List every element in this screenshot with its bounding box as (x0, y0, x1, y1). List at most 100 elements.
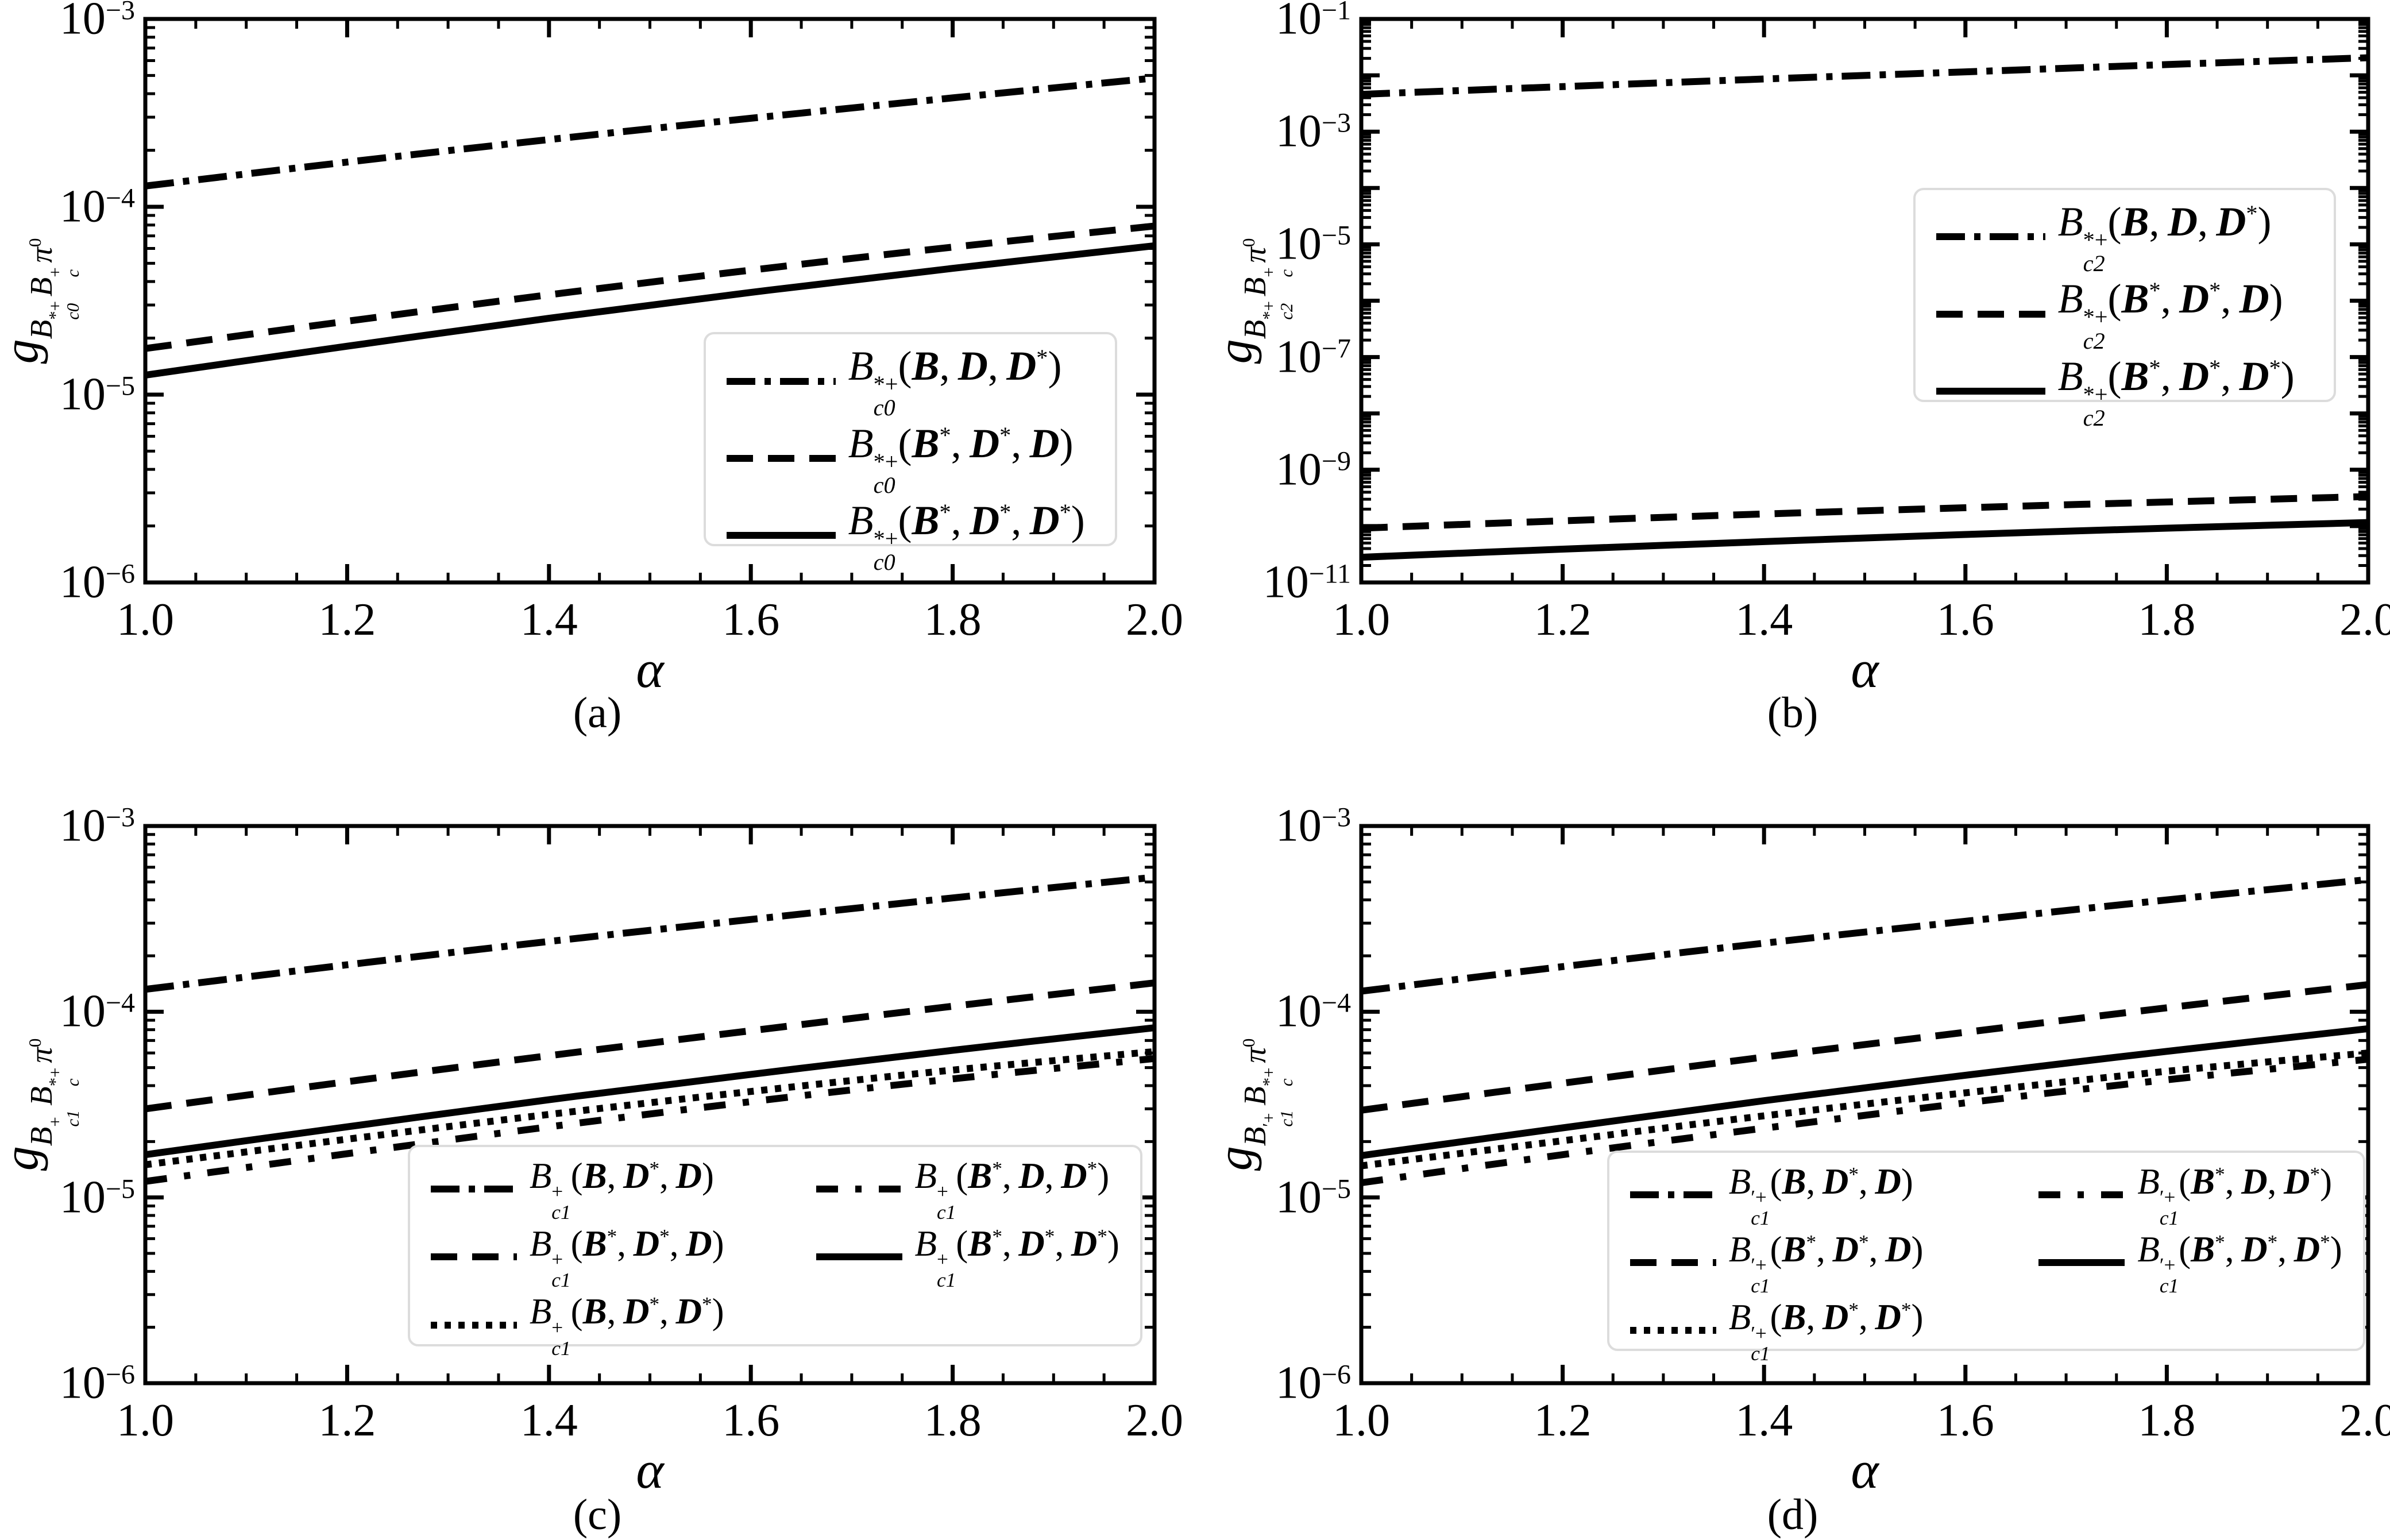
curve-c-0 (145, 874, 1155, 993)
legend-b: B *+ c2 (B, D, D*) B *+ c2 (B*, D*, D) B *+ c2 (B*, D*, D… (1913, 188, 2336, 430)
legend-label-a-2: B *+ c0 (B*, D*, D*) (848, 497, 1085, 575)
y-tick-label-b-1e-7: 10−7 (1275, 331, 1351, 383)
legend-line-sample-dashed (430, 1253, 517, 1261)
curve-d-0 (1361, 876, 2368, 995)
legend-line-sample-solid (1936, 387, 2045, 395)
legend-line-sample-loosely-dashdot (816, 1185, 902, 1192)
legend-line-sample-dashdot (1630, 1191, 1716, 1198)
legend-line-sample-dotted (430, 1321, 517, 1329)
legend-label-d-3: B ′+ c1 (B*, D, D*) (2137, 1161, 2333, 1229)
spines-c (143, 824, 1157, 1385)
legend-label-b-1: B *+ c2 (B*, D*, D) (2057, 276, 2283, 354)
legend-line-sample-dashdot (430, 1185, 517, 1192)
y-tick-label-c-1e-4: 10−4 (59, 986, 135, 1037)
x-tick-label-a-1.0: 1.0 (117, 595, 174, 645)
y-tick-label-c-1e-5: 10−5 (59, 1172, 135, 1223)
legend-label-c-1: B + c1 (B*, D*, D) (529, 1223, 724, 1292)
caption-c: (c) (573, 1491, 622, 1539)
caption-d: (d) (1767, 1491, 1818, 1539)
legend-line-sample-dashed (1630, 1259, 1716, 1266)
x-tick-label-c-1.2: 1.2 (318, 1395, 376, 1446)
legend-line-sample-solid (2038, 1259, 2125, 1266)
xlabel-b: α (1851, 640, 1879, 698)
legend-label-b-2: B *+ c2 (B*, D*, D*) (2057, 353, 2295, 431)
axes-b (1359, 17, 2370, 585)
x-tick-label-b-1.4: 1.4 (1735, 595, 1793, 645)
x-tick-label-a-1.2: 1.2 (318, 595, 376, 645)
curve-d-1 (1361, 981, 2368, 1114)
legend-label-d-2: B ′+ c1 (B, D*, D*) (1728, 1297, 1924, 1365)
legend-label-c-2: B + c1 (B, D*, D*) (529, 1291, 724, 1360)
curve-d-2 (1361, 1049, 2368, 1170)
xlabel-d: α (1851, 1441, 1879, 1499)
legend-entry-b-0: B *+ c2 (B, D, D*) (1936, 198, 2295, 275)
spines-d (1359, 824, 2370, 1385)
caption-b: (b) (1767, 689, 1818, 737)
curve-d-4 (1361, 1025, 2368, 1159)
legend-label-c-0: B + c1 (B, D*, D) (529, 1155, 714, 1224)
legend-entry-c-3: B + c1 (B*, D, D*) (816, 1155, 1119, 1223)
y-tick-label-d-1e-5: 10−5 (1275, 1172, 1351, 1223)
legend-entry-a-2: B *+ c0 (B*, D*, D*) (726, 497, 1085, 575)
y-tick-label-b-1e-3: 10−3 (1275, 106, 1351, 157)
x-tick-label-b-1.6: 1.6 (1936, 595, 1994, 645)
legend-entry-d-4: B ′+ c1 (B*, D*, D*) (2038, 1229, 2342, 1296)
y-tick-label-b-1e-5: 10−5 (1275, 218, 1351, 269)
y-axis-label-b: gB *+ c2 B + c π0 (1207, 238, 1297, 364)
legend-d: B ′+ c1 (B, D*, D) B ′+ c1 (B*, D*, D) B ′+ c1 (B, D*, D*… (1607, 1150, 2365, 1364)
curve-b-1 (1361, 493, 2368, 532)
legend-entry-c-0: B + c1 (B, D*, D) (430, 1155, 724, 1224)
legend-label-c-4: B + c1 (B*, D*, D*) (914, 1223, 1119, 1292)
x-tick-label-c-1.4: 1.4 (520, 1395, 578, 1446)
legend-line-sample-loosely-dashdot (2038, 1191, 2125, 1198)
y-tick-label-d-1e-3: 10−3 (1275, 800, 1351, 851)
y-tick-label-b-1e-11: 10−11 (1262, 557, 1351, 608)
x-tick-label-d-1.6: 1.6 (1936, 1395, 1994, 1446)
curve-b-0 (1361, 54, 2368, 98)
legend-a: B *+ c0 (B, D, D*) B *+ c0 (B*, D*, D) B *+ c0 (B*, D*, D… (703, 332, 1117, 574)
x-tick-label-a-1.6: 1.6 (722, 595, 780, 645)
legend-entry-a-0: B *+ c0 (B, D, D*) (726, 342, 1085, 420)
legend-label-d-1: B ′+ c1 (B*, D*, D) (1728, 1229, 1924, 1298)
curve-a-0 (145, 74, 1155, 190)
x-tick-label-d-2.0: 2.0 (2339, 1395, 2390, 1446)
legend-entry-d-2: B ′+ c1 (B, D*, D*) (1630, 1296, 1924, 1365)
legend-entry-c-4: B + c1 (B*, D*, D*) (816, 1223, 1119, 1291)
axes-d (1359, 824, 2370, 1385)
legend-line-sample-dotted (1630, 1327, 1716, 1334)
y-tick-label-a-1e-3: 10−3 (59, 0, 135, 44)
y-axis-label-a: gB*+c0B+cπ0 (0, 238, 83, 364)
x-tick-label-d-1.4: 1.4 (1735, 1395, 1793, 1446)
legend-line-sample-dashdot (1936, 233, 2045, 241)
y-tick-label-b-1e-1: 10−1 (1275, 0, 1351, 44)
x-tick-label-b-1.0: 1.0 (1333, 595, 1390, 645)
x-tick-label-b-1.8: 1.8 (2138, 595, 2196, 645)
legend-entry-d-1: B ′+ c1 (B*, D*, D) (1630, 1229, 1924, 1298)
legend-label-a-1: B *+ c0 (B*, D*, D) (848, 420, 1074, 498)
legend-c: B + c1 (B, D*, D) B + c1 (B*, D*, D) B + c1 (B, D*, D*) B +… (407, 1144, 1142, 1358)
legend-line-sample-solid (726, 531, 836, 539)
legend-label-d-4: B ′+ c1 (B*, D*, D*) (2137, 1229, 2342, 1298)
x-tick-label-c-1.8: 1.8 (924, 1395, 982, 1446)
y-tick-label-d-1e-4: 10−4 (1275, 986, 1351, 1037)
curve-c-2 (145, 1048, 1155, 1168)
y-tick-label-b-1e-9: 10−9 (1275, 444, 1351, 495)
curve-c-1 (145, 979, 1155, 1113)
y-tick-label-a-1e-4: 10−4 (59, 181, 135, 232)
caption-a: (a) (573, 689, 622, 737)
legend-label-b-0: B *+ c2 (B, D, D*) (2057, 199, 2272, 277)
x-tick-label-d-1.8: 1.8 (2138, 1395, 2196, 1446)
x-tick-label-b-1.2: 1.2 (1534, 595, 1592, 645)
x-tick-label-b-2.0: 2.0 (2339, 595, 2390, 645)
axes-a (143, 17, 1157, 585)
spines-b (1359, 17, 2370, 585)
legend-entry-a-1: B *+ c0 (B*, D*, D) (726, 420, 1085, 498)
y-tick-label-a-1e-5: 10−5 (59, 369, 135, 420)
y-tick-label-a-1e-6: 10−6 (59, 557, 135, 608)
legend-entry-c-1: B + c1 (B*, D*, D) (430, 1223, 724, 1292)
legend-entry-d-0: B ′+ c1 (B, D*, D) (1630, 1161, 1924, 1229)
x-tick-label-c-1.6: 1.6 (722, 1395, 780, 1446)
legend-line-sample-solid (816, 1253, 902, 1261)
